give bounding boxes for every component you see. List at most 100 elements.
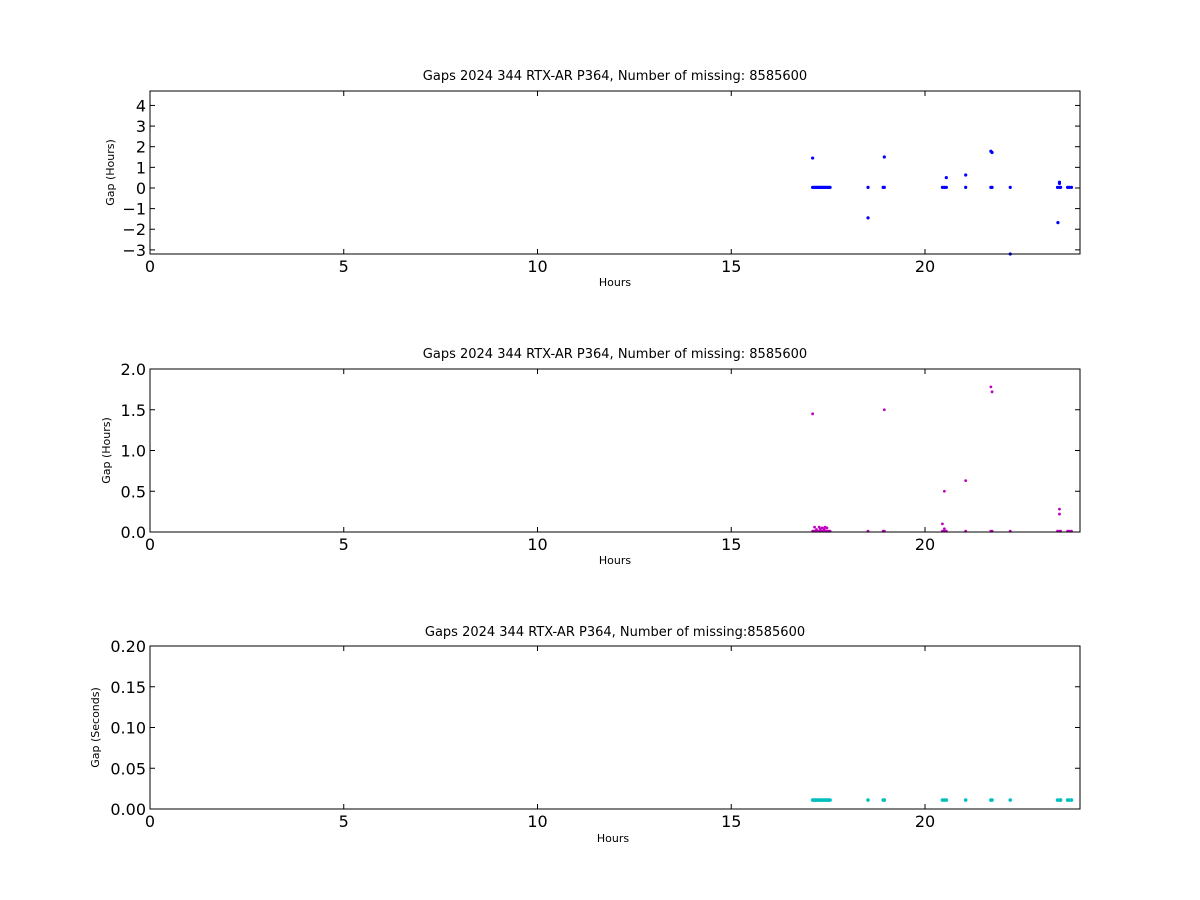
plot-frame-1 <box>149 90 1081 255</box>
data-point <box>1058 798 1063 802</box>
y-tick-label: 0 <box>136 179 146 198</box>
data-point <box>828 185 832 189</box>
x-tick-label: 15 <box>721 535 741 554</box>
data-point <box>990 185 994 189</box>
x-tick-label: 15 <box>721 257 741 276</box>
x-tick-label: 20 <box>915 812 935 831</box>
data-point <box>882 408 886 412</box>
y-axis-label-2: Gap (Hours) <box>100 417 113 484</box>
data-point <box>1067 185 1071 189</box>
data-point <box>866 216 870 220</box>
data-point <box>942 489 946 493</box>
chart-title-1: Gaps 2024 344 RTX-AR P364, Number of mis… <box>423 69 807 84</box>
x-ticks-1: 0 5 10 15 20 <box>145 91 935 276</box>
data-point <box>1069 798 1074 802</box>
y-tick-label: 1 <box>136 158 146 177</box>
y-ticks-2: 2.0 1.5 1.0 0.5 0.0 <box>121 360 1080 542</box>
data-point <box>818 527 822 531</box>
x-tick-label: 0 <box>145 812 155 831</box>
y-ticks-3: 0.20 0.15 0.10 0.05 0.00 <box>110 637 1080 819</box>
chart-title-2: Gaps 2024 344 RTX-AR P364, Number of mis… <box>423 347 807 362</box>
y-tick-label: 0.0 <box>121 523 146 542</box>
chart-panel-3: Gaps 2024 344 RTX-AR P364, Number of mis… <box>89 625 1081 845</box>
data-point <box>828 798 832 802</box>
x-tick-label: 5 <box>339 812 349 831</box>
y-axis-label-3: Gap (Seconds) <box>89 687 102 768</box>
y-ticks-1: 4 3 21 0 −1−2 −3 <box>122 96 1080 260</box>
x-tick-label: 0 <box>145 257 155 276</box>
plot-frame-2 <box>149 368 1081 533</box>
chart-panel-1: Gaps 2024 344 RTX-AR P364, Number of mis… <box>104 69 1081 289</box>
y-axis-label-1: Gap (Hours) <box>104 139 117 206</box>
x-tick-label: 20 <box>915 257 935 276</box>
data-point <box>964 173 968 177</box>
y-tick-label: 0.20 <box>110 637 146 656</box>
data-point <box>990 390 994 394</box>
x-ticks-3: 0 5 10 15 20 <box>145 646 935 831</box>
data-point <box>882 155 886 159</box>
data-point <box>882 185 886 189</box>
data-point <box>1008 798 1013 802</box>
chart-title-3: Gaps 2024 344 RTX-AR P364, Number of mis… <box>425 625 805 640</box>
y-tick-label: 0.15 <box>110 678 146 697</box>
data-point <box>866 185 870 189</box>
chart-panel-2: Gaps 2024 344 RTX-AR P364, Number of mis… <box>100 347 1081 567</box>
data-point <box>944 185 948 189</box>
x-axis-label-3: Hours <box>597 832 629 845</box>
y-tick-label: 2 <box>136 138 146 157</box>
data-point <box>990 150 994 155</box>
data-point <box>944 176 948 180</box>
x-tick-label: 5 <box>339 257 349 276</box>
x-tick-label: 5 <box>339 535 349 554</box>
data-point <box>813 525 816 529</box>
y-tick-label: 0.05 <box>110 759 146 778</box>
data-point <box>882 798 887 802</box>
y-tick-label: 1.0 <box>121 442 146 461</box>
points-1 <box>811 149 1074 256</box>
data-point <box>811 412 815 416</box>
x-ticks-2: 0 5 10 15 20 <box>145 369 935 554</box>
x-tick-label: 20 <box>915 535 935 554</box>
data-point <box>942 527 946 531</box>
data-point <box>990 798 994 802</box>
y-tick-label: 4 <box>136 96 146 115</box>
data-point <box>1056 221 1060 225</box>
data-point <box>1058 512 1061 516</box>
data-point <box>811 156 815 160</box>
y-tick-label: 0.10 <box>110 719 146 738</box>
data-point <box>941 522 944 526</box>
x-axis-label-1: Hours <box>599 276 631 289</box>
y-tick-label: −2 <box>122 220 146 239</box>
data-point <box>989 385 993 389</box>
points-2 <box>811 385 1073 533</box>
data-point <box>1008 185 1012 189</box>
data-point <box>1069 185 1074 189</box>
y-tick-label: −3 <box>122 241 146 260</box>
x-tick-label: 15 <box>721 812 741 831</box>
plot-frame-3 <box>149 645 1081 810</box>
data-point <box>866 798 870 802</box>
x-tick-label: 10 <box>527 257 547 276</box>
data-point <box>825 526 829 530</box>
data-point <box>1057 181 1062 186</box>
x-tick-label: 10 <box>527 535 547 554</box>
y-tick-label: 3 <box>136 117 146 136</box>
data-point <box>944 798 949 802</box>
data-point <box>815 528 818 531</box>
data-point <box>1058 507 1061 511</box>
data-point <box>964 479 968 483</box>
y-tick-label: −1 <box>122 200 146 219</box>
data-point <box>1059 185 1063 189</box>
y-tick-label: 0.00 <box>110 800 146 819</box>
data-point <box>822 528 826 531</box>
data-point <box>963 798 968 802</box>
y-tick-label: 0.5 <box>121 482 146 501</box>
points-3 <box>810 798 1074 802</box>
x-tick-label: 10 <box>527 812 547 831</box>
x-tick-label: 0 <box>145 535 155 554</box>
x-axis-label-2: Hours <box>599 554 631 567</box>
y-tick-label: 2.0 <box>121 360 146 379</box>
y-tick-label: 1.5 <box>121 401 146 420</box>
data-point <box>964 185 968 189</box>
